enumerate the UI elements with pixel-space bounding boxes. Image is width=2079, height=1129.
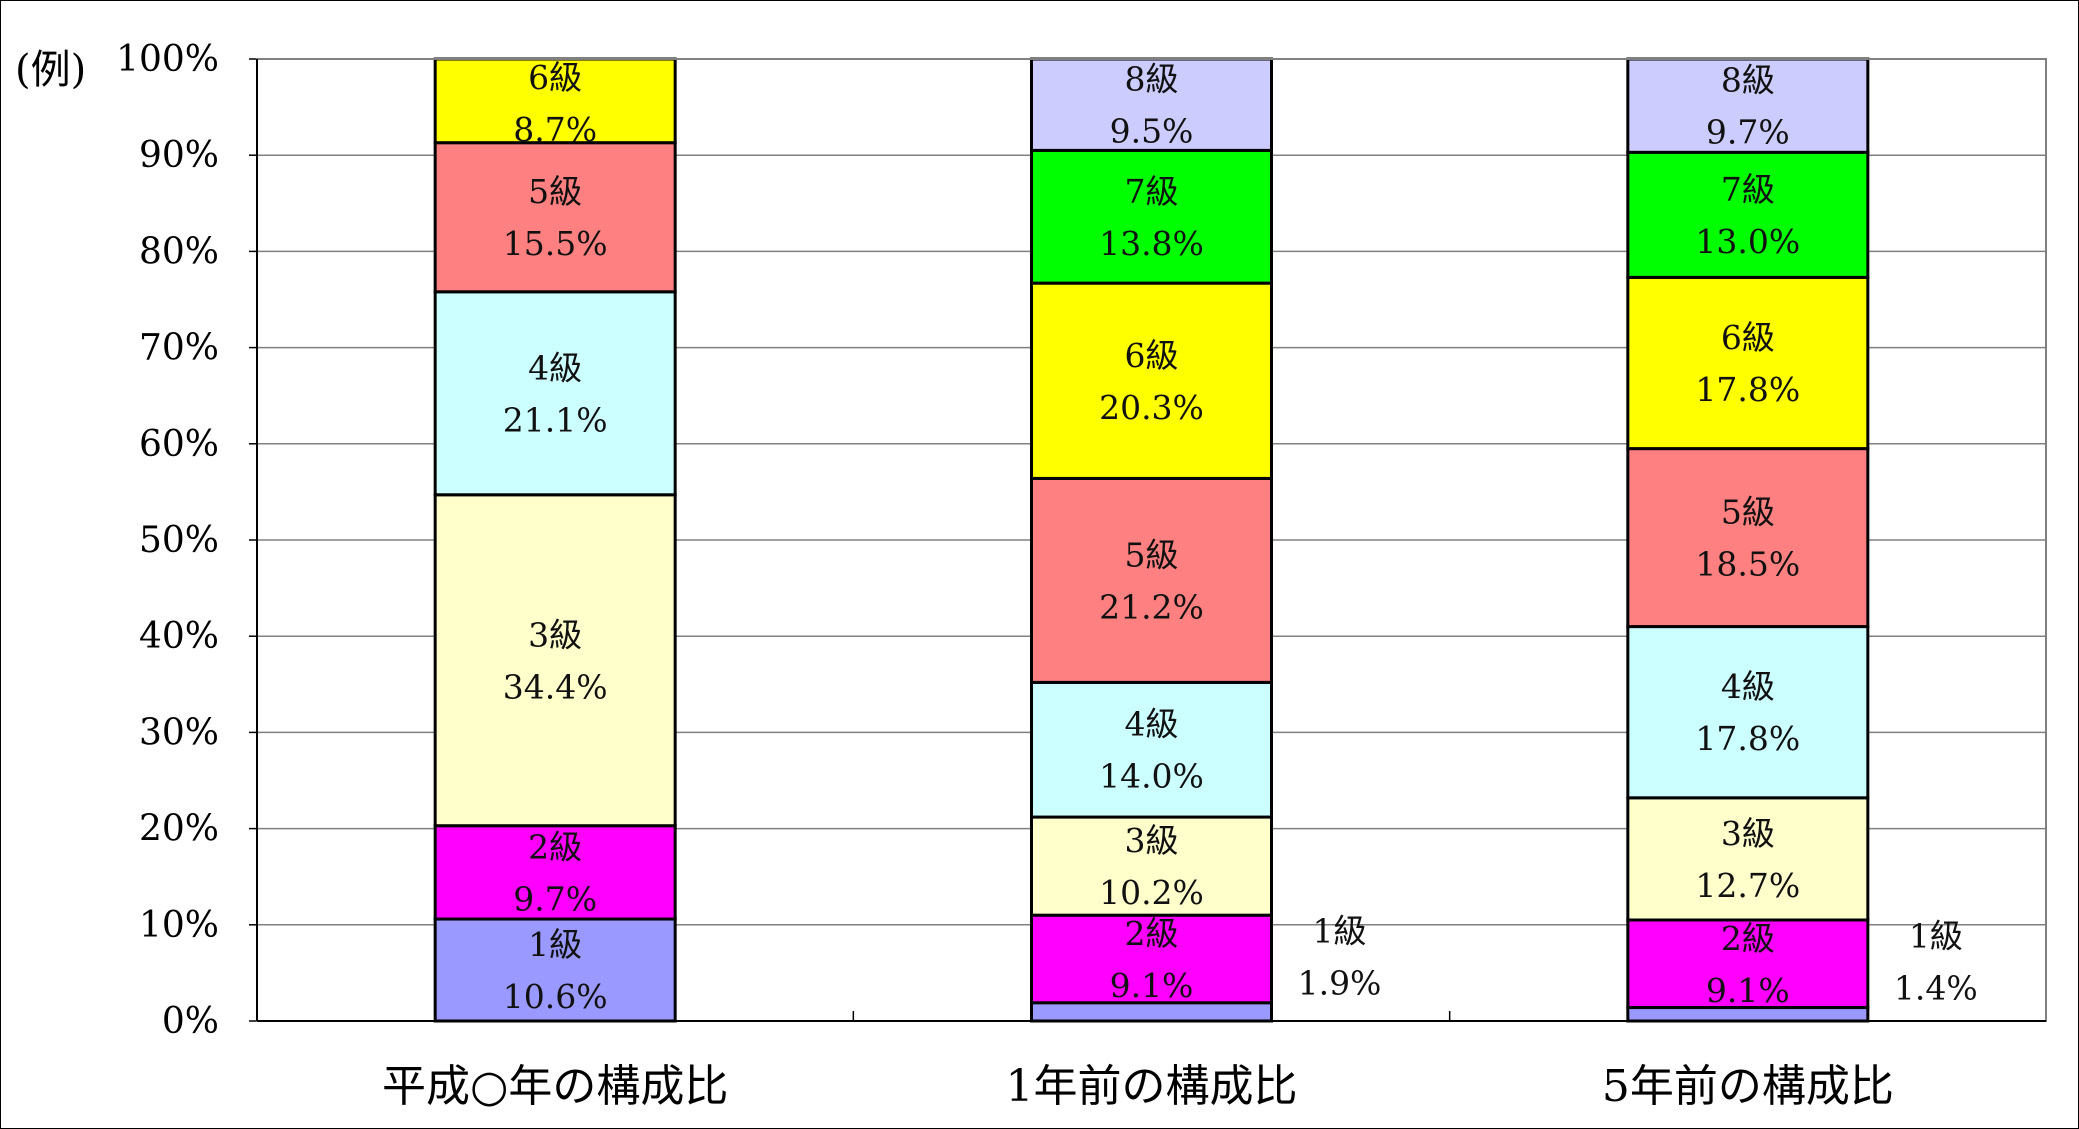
x-category-label: 5年前の構成比 xyxy=(1602,1061,1894,1112)
y-tick-label: 100% xyxy=(116,39,219,80)
data-label: 5級 xyxy=(528,172,582,211)
bar-segment xyxy=(1030,476,1273,684)
data-label: 9.7% xyxy=(1706,113,1790,152)
y-tick-label: 90% xyxy=(139,135,219,176)
bar-segment xyxy=(1626,447,1870,629)
bar-segment xyxy=(1626,918,1870,1010)
y-tick-label: 70% xyxy=(139,328,219,369)
data-label: 6級 xyxy=(1125,336,1179,375)
data-label: 34.4% xyxy=(503,667,608,706)
data-label: 15.5% xyxy=(503,224,608,263)
data-label: 9.7% xyxy=(513,879,597,918)
bar-segment xyxy=(1626,625,1870,800)
data-label: 2級 xyxy=(1721,919,1775,958)
data-label: 8.7% xyxy=(513,110,597,149)
corner-label: (例) xyxy=(15,47,86,93)
data-label: 7級 xyxy=(1721,170,1775,209)
data-label: 3級 xyxy=(528,615,582,654)
data-label: 14.0% xyxy=(1099,757,1204,796)
y-tick-label: 20% xyxy=(139,809,219,850)
axis-layer: 0% 10% 20% 30% 40% 50% 60% 70% 80% 90% 100% 平成○年の構成… xyxy=(116,39,2047,1112)
bar-segment xyxy=(1030,148,1273,285)
data-label: 9.1% xyxy=(1110,966,1194,1005)
data-label: 5級 xyxy=(1125,535,1179,574)
bar-segment xyxy=(1030,57,1273,152)
y-tick-label: 50% xyxy=(139,520,219,561)
x-category-label: 1年前の構成比 xyxy=(1006,1061,1298,1112)
data-label: 3級 xyxy=(1721,814,1775,853)
bar-segment xyxy=(433,141,677,294)
bar-segment xyxy=(1030,815,1273,917)
data-label: 13.0% xyxy=(1695,222,1800,261)
data-label: 21.1% xyxy=(503,400,608,439)
data-label: 3級 xyxy=(1125,821,1179,860)
x-category-label: 平成○年の構成比 xyxy=(382,1061,728,1112)
bars-layer xyxy=(433,57,1870,1023)
data-label: 1級 xyxy=(1909,917,1963,956)
data-label: 5級 xyxy=(1721,493,1775,532)
bar-segment xyxy=(1626,150,1870,279)
data-label: 17.8% xyxy=(1695,719,1800,758)
data-label: 20.3% xyxy=(1099,388,1204,427)
bar-segment xyxy=(1626,275,1870,451)
y-tick-label: 80% xyxy=(139,231,219,272)
data-label: 1.4% xyxy=(1894,969,1978,1008)
bar-segment xyxy=(1030,913,1273,1005)
bar-segment xyxy=(1030,680,1273,819)
data-label: 4級 xyxy=(1721,667,1775,706)
data-label: 13.8% xyxy=(1099,224,1204,263)
bar-segment xyxy=(1030,281,1273,480)
data-label: 7級 xyxy=(1125,172,1179,211)
data-label: 9.1% xyxy=(1706,971,1790,1010)
data-label: 6級 xyxy=(528,58,582,97)
bar-segment xyxy=(433,493,677,828)
y-tick-label: 60% xyxy=(139,424,219,465)
data-label: 21.2% xyxy=(1099,587,1204,626)
bar-segment xyxy=(433,290,677,497)
data-label: 17.8% xyxy=(1695,370,1800,409)
y-tick-label: 30% xyxy=(139,712,219,753)
bar-segment xyxy=(1626,796,1870,922)
bar-segment xyxy=(1030,1001,1273,1023)
bar-segment xyxy=(433,57,677,145)
data-label: 6級 xyxy=(1721,318,1775,357)
data-label: 10.6% xyxy=(503,977,608,1016)
data-label: 12.7% xyxy=(1695,866,1800,905)
data-label: 1級 xyxy=(528,925,582,964)
labels-layer: 1級 10.6% 2級 9.7% 3級 34.4% 4級 21.1% 5級 15.5% 6級 8.7%… xyxy=(503,58,1978,1016)
data-label: 4級 xyxy=(1125,705,1179,744)
data-label: 8級 xyxy=(1125,60,1179,99)
data-label: 1級 xyxy=(1313,912,1367,951)
data-label: 1.9% xyxy=(1298,964,1382,1003)
data-label: 2級 xyxy=(528,827,582,866)
data-label: 10.2% xyxy=(1099,873,1204,912)
y-tick-label: 40% xyxy=(139,616,219,657)
data-label: 18.5% xyxy=(1695,545,1800,584)
data-label: 2級 xyxy=(1125,914,1179,953)
data-label: 9.5% xyxy=(1110,112,1194,151)
data-label: 4級 xyxy=(528,348,582,387)
data-label: 8級 xyxy=(1721,61,1775,100)
y-tick-label: 0% xyxy=(162,1001,219,1042)
y-tick-label: 10% xyxy=(139,905,219,946)
